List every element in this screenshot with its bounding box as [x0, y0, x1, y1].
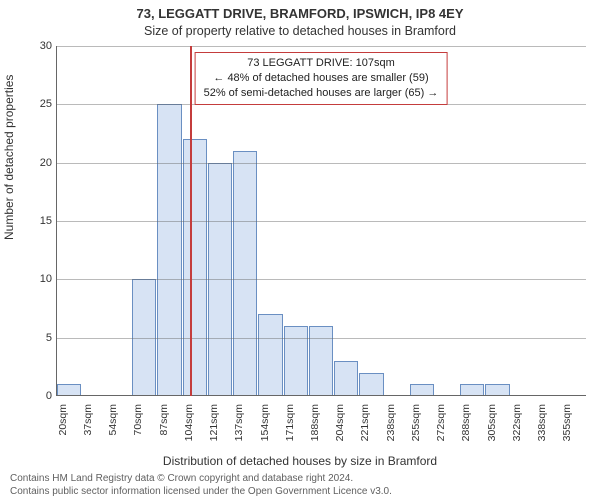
x-tick-label: 104sqm — [183, 404, 195, 441]
gridline — [56, 338, 586, 339]
x-tick-label: 288sqm — [460, 404, 472, 441]
x-tick-label: 322sqm — [511, 404, 523, 441]
chart-subtitle: Size of property relative to detached ho… — [0, 24, 600, 38]
chart-container: 73, LEGGATT DRIVE, BRAMFORD, IPSWICH, IP… — [0, 0, 600, 500]
y-tick-label: 15 — [26, 215, 52, 227]
histogram-bar — [485, 384, 509, 396]
annotation-box: 73 LEGGATT DRIVE: 107sqm← 48% of detache… — [195, 52, 448, 105]
histogram-bar — [410, 384, 434, 396]
histogram-bar — [284, 326, 308, 396]
x-tick-label: 137sqm — [233, 404, 245, 441]
plot-area: 05101520253020sqm37sqm54sqm70sqm87sqm104… — [56, 46, 586, 396]
y-axis-label: Number of detached properties — [2, 75, 16, 240]
chart-title-address: 73, LEGGATT DRIVE, BRAMFORD, IPSWICH, IP… — [0, 6, 600, 21]
footer-attribution: Contains HM Land Registry data © Crown c… — [10, 473, 590, 498]
annotation-line-2: ← 48% of detached houses are smaller (59… — [204, 71, 439, 86]
reference-line — [190, 46, 192, 396]
histogram-bar — [334, 361, 358, 396]
y-tick-label: 30 — [26, 40, 52, 52]
x-tick-label: 221sqm — [359, 404, 371, 441]
x-tick-label: 305sqm — [486, 404, 498, 441]
x-tick-label: 70sqm — [132, 404, 144, 436]
x-tick-label: 188sqm — [309, 404, 321, 441]
gridline — [56, 163, 586, 164]
x-tick-label: 37sqm — [82, 404, 94, 436]
x-tick-label: 87sqm — [158, 404, 170, 436]
x-axis-label: Distribution of detached houses by size … — [0, 454, 600, 468]
histogram-bar — [233, 151, 257, 396]
y-tick-label: 20 — [26, 157, 52, 169]
histogram-bar — [183, 139, 207, 396]
gridline — [56, 279, 586, 280]
x-tick-label: 255sqm — [410, 404, 422, 441]
footer-line2: Contains public sector information licen… — [10, 486, 590, 499]
histogram-bar — [258, 314, 282, 396]
gridline — [56, 221, 586, 222]
x-tick-label: 171sqm — [284, 404, 296, 441]
x-tick-label: 272sqm — [435, 404, 447, 441]
y-tick-label: 0 — [26, 390, 52, 402]
annotation-line-3: 52% of semi-detached houses are larger (… — [204, 86, 439, 101]
y-tick-label: 25 — [26, 98, 52, 110]
x-tick-label: 121sqm — [208, 404, 220, 441]
histogram-bar — [309, 326, 333, 396]
y-tick-label: 5 — [26, 332, 52, 344]
y-tick-label: 10 — [26, 273, 52, 285]
x-tick-label: 355sqm — [561, 404, 573, 441]
histogram-bar — [157, 104, 181, 396]
x-tick-label: 238sqm — [385, 404, 397, 441]
histogram-bar — [57, 384, 81, 396]
footer-line1: Contains HM Land Registry data © Crown c… — [10, 473, 590, 486]
x-tick-label: 20sqm — [57, 404, 69, 436]
x-tick-label: 204sqm — [334, 404, 346, 441]
x-tick-label: 338sqm — [536, 404, 548, 441]
x-tick-label: 54sqm — [107, 404, 119, 436]
gridline — [56, 46, 586, 47]
annotation-line-1: 73 LEGGATT DRIVE: 107sqm — [204, 56, 439, 71]
histogram-bar — [460, 384, 484, 396]
x-tick-label: 154sqm — [259, 404, 271, 441]
histogram-bar — [359, 373, 383, 396]
